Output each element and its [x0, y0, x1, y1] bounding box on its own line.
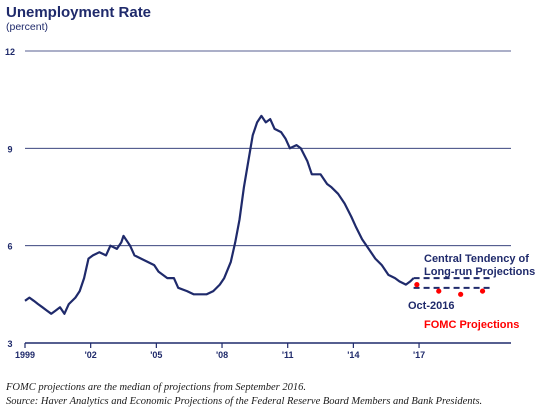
footnote-projections: FOMC projections are the median of proje… [6, 382, 306, 393]
fomc-projection-points [414, 282, 486, 297]
long-run-label-line1: Central Tendency of [424, 253, 529, 265]
y-unit-label: (percent) [6, 21, 49, 33]
y-tick-label-9: 9 [7, 144, 12, 154]
x-tick-label-2008: '08 [216, 350, 228, 360]
unemployment-chart: 3 6 9 12 1999 '02 '05 '08 '11 '14 '17 Central Tend… [5, 47, 535, 360]
chart-title: Unemployment Rate [6, 4, 152, 21]
footnote-source: Source: Haver Analytics and Economic Pro… [6, 396, 483, 407]
y-tick-label-6: 6 [7, 242, 12, 252]
x-tick-label-2017: '17 [413, 350, 425, 360]
current-date-label: Oct-2016 [408, 300, 454, 312]
x-tick-label-2014: '14 [347, 350, 359, 360]
x-tick-label-2011: '11 [282, 350, 294, 360]
fomc-projection-point-1 [436, 288, 442, 294]
annotations: Central Tendency of Long-run Projections… [408, 253, 535, 331]
series-line-0 [24, 114, 415, 315]
fomc-projection-point-0 [414, 282, 420, 288]
long-run-band [413, 277, 492, 289]
fomc-projection-point-3 [479, 288, 486, 294]
y-tick-label-12: 12 [5, 47, 15, 57]
y-tick-label-3: 3 [7, 339, 12, 349]
x-tick-label-2005: '05 [150, 350, 162, 360]
x-tick-label-2002: '02 [85, 350, 97, 360]
axes: 3 6 9 12 1999 '02 '05 '08 '11 '14 '17 [5, 47, 511, 360]
fomc-projections-label: FOMC Projections [424, 319, 519, 331]
x-tick-label-1999: 1999 [15, 350, 35, 360]
long-run-label-line2: Long-run Projections [424, 266, 535, 278]
fomc-projection-point-2 [458, 291, 464, 297]
series-layer [24, 114, 415, 315]
gridlines [25, 50, 511, 247]
